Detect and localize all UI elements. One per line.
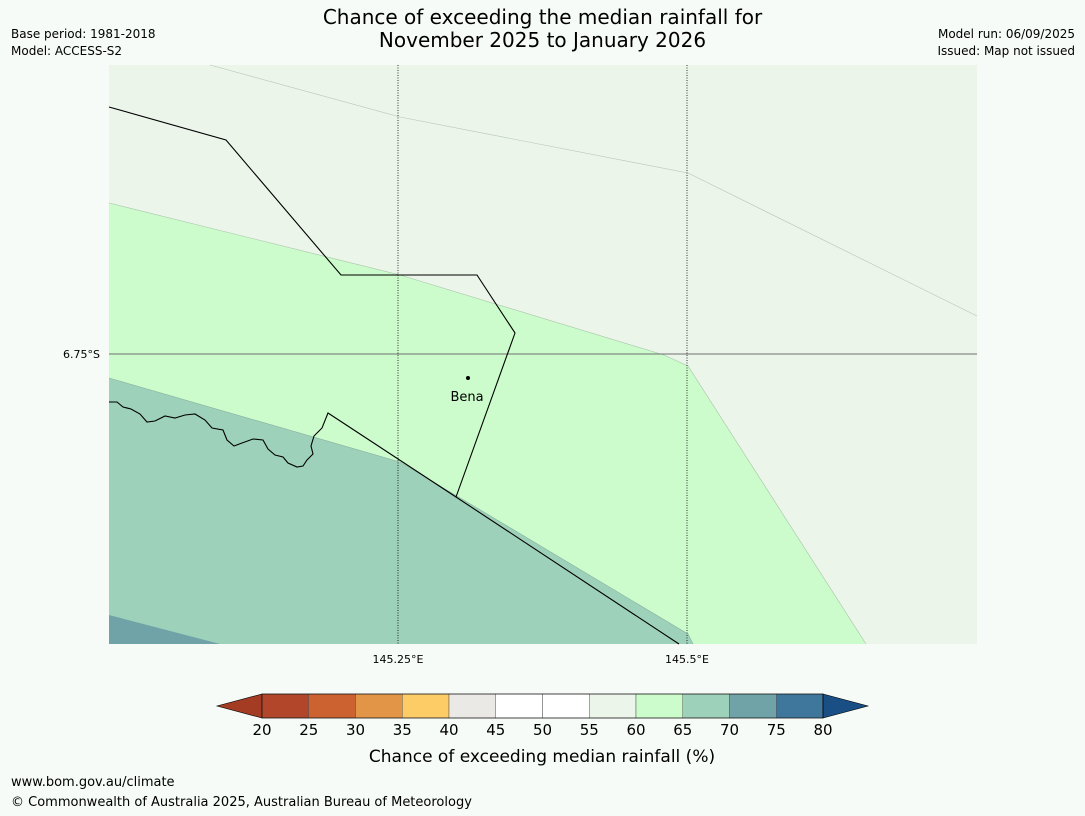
colorbar-extend-low [215, 693, 263, 719]
colorbar-segment [776, 693, 824, 719]
colorbar-segment [635, 693, 683, 719]
colorbar-tick-label: 30 [346, 721, 365, 739]
region-70-75 [109, 378, 693, 644]
base-period: Base period: 1981-2018 [11, 27, 156, 41]
model-run: Model run: 06/09/2025 [937, 27, 1075, 41]
colorbar-tick-label: 20 [252, 721, 271, 739]
meta-left: Base period: 1981-2018 Model: ACCESS-S2 [11, 26, 156, 60]
colorbar-tick-label: 70 [720, 721, 739, 739]
lon-label: 145.5°E [665, 653, 709, 666]
colorbar-outline [261, 693, 824, 719]
colorbar-tick-label: 75 [767, 721, 786, 739]
colorbar-extend-high [822, 693, 870, 719]
colorbar-segment [261, 693, 309, 719]
title-line-1: Chance of exceeding the median rainfall … [322, 5, 763, 29]
colorbar-segment [542, 693, 590, 719]
province-boundary [108, 106, 516, 498]
colorbar-segment [308, 693, 356, 719]
colorbar-segment [448, 693, 496, 719]
model-name: Model: ACCESS-S2 [11, 44, 123, 58]
place-label-bena: Bena [450, 390, 483, 405]
contour-edge [108, 202, 867, 645]
colorbar-tick-label: 65 [673, 721, 692, 739]
colorbar-tick-label: 40 [439, 721, 458, 739]
colorbar-tick-label: 60 [626, 721, 645, 739]
footer-url[interactable]: www.bom.gov.au/climate [11, 775, 175, 790]
footer-copyright: © Commonwealth of Australia 2025, Austra… [11, 795, 472, 810]
town-marker-bena[interactable] [466, 376, 470, 380]
lat-label: 6.75°S [63, 348, 100, 361]
colorbar-tick-label: 50 [533, 721, 552, 739]
colorbar-tick-label: 55 [580, 721, 599, 739]
colorbar-segment [495, 693, 543, 719]
meta-right: Model run: 06/09/2025 Issued: Map not is… [937, 26, 1075, 60]
map-title: Chance of exceeding the median rainfall … [0, 6, 1085, 52]
contour-edge [108, 377, 694, 645]
colorbar-tick-label: 25 [299, 721, 318, 739]
colorbar-segment [729, 693, 777, 719]
colorbar-segment [589, 693, 637, 719]
region-75-80 [109, 615, 220, 644]
colorbar-tick-label: 45 [486, 721, 505, 739]
province-boundary [109, 401, 680, 645]
title-line-2: November 2025 to January 2026 [378, 28, 707, 52]
contour-edge [209, 64, 978, 317]
issued-status: Issued: Map not issued [937, 44, 1075, 58]
colorbar-segment [355, 693, 403, 719]
colorbar-label: Chance of exceeding median rainfall (%) [369, 747, 715, 767]
colorbar-tick-label: 35 [393, 721, 412, 739]
colorbar-legend: 20 25 30 35 40 45 50 55 60 65 70 75 80 [215, 693, 870, 739]
colorbar-tick-label: 80 [813, 721, 832, 739]
map-area[interactable]: Bena 6.75°S 145.25°E 145.5°E [63, 64, 978, 666]
lon-label: 145.25°E [373, 653, 424, 666]
colorbar-segment [682, 693, 730, 719]
colorbar-segment [402, 693, 450, 719]
